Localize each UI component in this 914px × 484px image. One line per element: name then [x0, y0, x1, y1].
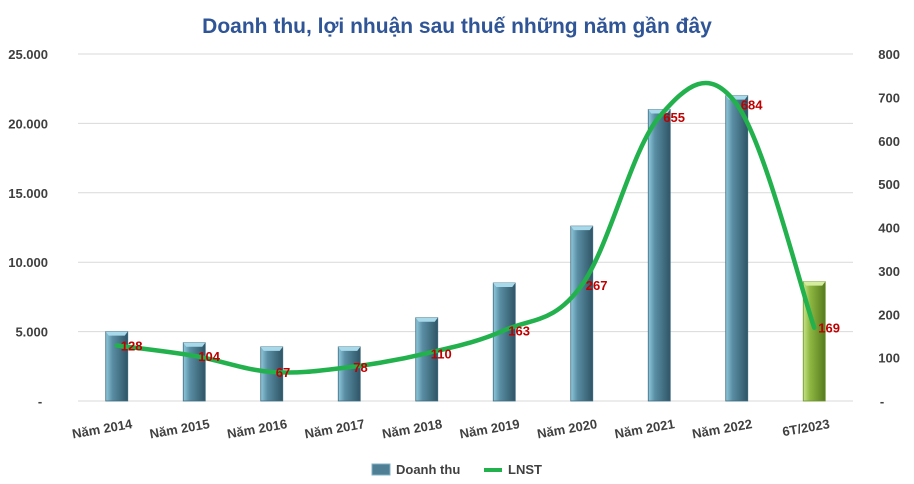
right-tick-label: 600 — [878, 134, 900, 149]
chart-title: Doanh thu, lợi nhuận sau thuế những năm … — [202, 15, 712, 38]
grid — [78, 53, 853, 402]
left-tick-label: 25.000 — [8, 47, 48, 62]
revenue-bar — [570, 225, 594, 402]
legend-revenue-label: Doanh thu — [396, 462, 460, 477]
left-tick-label: 10.000 — [8, 255, 48, 270]
legend: Doanh thu LNST — [371, 462, 542, 477]
profit-data-label: 78 — [353, 360, 367, 375]
left-tick-label: - — [38, 394, 42, 409]
right-tick-label: 400 — [878, 221, 900, 236]
profit-data-labels: 128 104 67 78 110 163 267 655 684 169 — [121, 97, 840, 380]
x-tick-label: Năm 2018 — [381, 416, 443, 441]
revenue-bars — [105, 95, 826, 402]
profit-data-label: 67 — [276, 365, 290, 380]
revenue-bar — [725, 95, 749, 402]
x-tick-label: Năm 2015 — [148, 416, 210, 441]
x-tick-label: Năm 2020 — [536, 416, 598, 441]
x-tick-label: Năm 2022 — [691, 416, 753, 441]
x-tick-label: Năm 2014 — [71, 416, 134, 441]
revenue-bar-top — [493, 283, 516, 288]
right-tick-label: - — [880, 394, 884, 409]
profit-line-path — [114, 80, 817, 375]
legend-revenue-swatch — [371, 463, 391, 476]
right-tick-label: 300 — [878, 264, 900, 279]
revenue-bar-top — [803, 281, 826, 286]
profit-data-label: 104 — [198, 349, 220, 364]
x-tick-label: Năm 2019 — [458, 416, 520, 441]
right-tick-label: 200 — [878, 307, 900, 322]
revenue-bar — [647, 109, 671, 402]
left-tick-label: 5.000 — [15, 325, 48, 340]
revenue-bar-top — [105, 331, 128, 336]
revenue-bar-top — [183, 342, 206, 347]
x-tick-label: 6T/2023 — [781, 416, 831, 439]
profit-data-label: 684 — [741, 97, 763, 112]
right-tick-label: 100 — [878, 351, 900, 366]
left-tick-label: 15.000 — [8, 186, 48, 201]
revenue-bar-top — [338, 346, 361, 351]
profit-data-label: 163 — [508, 323, 530, 338]
left-tick-label: 20.000 — [8, 116, 48, 131]
right-tick-label: 500 — [878, 177, 900, 192]
left-y-axis: - 5.000 10.000 15.000 20.000 25.000 — [8, 47, 48, 409]
profit-data-label: 110 — [431, 346, 452, 361]
x-tick-label: Năm 2017 — [303, 416, 365, 441]
profit-data-label: 128 — [121, 338, 143, 353]
revenue-bar-top — [260, 346, 283, 351]
x-axis: Năm 2014 Năm 2015 Năm 2016 Năm 2017 Năm 2018… — [71, 416, 831, 441]
x-tick-label: Năm 2016 — [226, 416, 288, 441]
right-tick-label: 800 — [878, 47, 900, 62]
revenue-bar — [492, 282, 516, 402]
revenue-bar-top — [570, 226, 593, 231]
profit-data-label: 169 — [818, 321, 840, 336]
legend-profit-label: LNST — [508, 462, 542, 477]
right-y-axis: - 100 200 300 400 500 600 700 800 — [878, 47, 900, 409]
x-tick-label: Năm 2021 — [613, 416, 675, 441]
revenue-bar-top — [415, 317, 438, 322]
profit-data-label: 655 — [663, 110, 685, 125]
right-tick-label: 700 — [878, 90, 900, 105]
profit-data-label: 267 — [586, 278, 608, 293]
profit-line — [114, 80, 817, 375]
